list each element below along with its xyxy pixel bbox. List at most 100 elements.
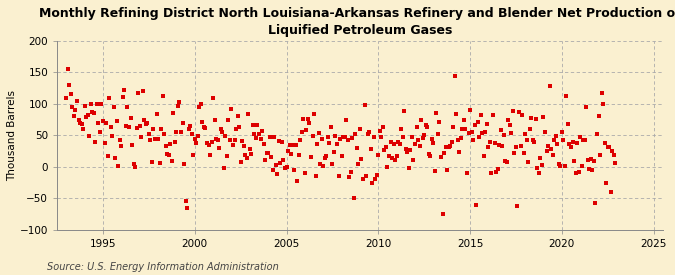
Point (244, 146, 255, 151)
Point (69, 114, 80, 119)
Point (283, 149, 294, 154)
Point (75, 120, 86, 125)
Point (260, 157, 271, 162)
Point (369, 134, 379, 139)
Point (142, 121, 153, 126)
Point (221, 153, 232, 158)
Point (341, 117, 352, 122)
Point (82, 113, 93, 117)
Point (524, 127, 535, 131)
Point (156, 126, 167, 131)
Point (307, 134, 318, 138)
Point (379, 148, 390, 152)
Point (358, 177, 369, 181)
Point (171, 130, 182, 134)
Point (197, 120, 208, 124)
Point (198, 125, 209, 130)
Point (423, 152, 434, 156)
Point (302, 117, 313, 122)
Point (72, 98, 82, 103)
Point (131, 126, 142, 130)
Point (410, 142, 421, 147)
Point (354, 127, 365, 131)
Point (583, 158, 593, 162)
Point (267, 168, 278, 172)
Point (454, 150, 465, 154)
Point (186, 131, 197, 136)
Point (422, 125, 433, 129)
Point (333, 174, 344, 178)
Point (541, 149, 552, 153)
Point (174, 100, 185, 104)
Point (319, 156, 330, 160)
Point (364, 130, 375, 134)
Point (237, 139, 248, 143)
Point (136, 134, 146, 139)
Point (119, 87, 130, 92)
Point (208, 96, 219, 100)
Point (209, 117, 220, 122)
Point (479, 154, 489, 158)
Point (202, 141, 213, 145)
Point (493, 143, 504, 147)
Point (107, 134, 117, 138)
Point (560, 164, 570, 168)
Point (498, 133, 509, 138)
Point (140, 122, 151, 126)
Point (591, 132, 602, 136)
Point (300, 171, 310, 176)
Point (425, 154, 436, 158)
Point (435, 155, 446, 160)
Point (584, 167, 595, 171)
Point (272, 172, 283, 177)
Point (602, 145, 613, 149)
Point (421, 122, 431, 127)
Point (93, 120, 104, 125)
Point (213, 138, 223, 142)
Point (556, 130, 567, 134)
Point (578, 138, 589, 142)
Point (562, 121, 573, 126)
Point (456, 135, 466, 140)
Point (176, 130, 186, 134)
Point (463, 130, 474, 135)
Point (275, 161, 286, 165)
Point (108, 105, 119, 110)
Point (81, 115, 92, 119)
Point (313, 131, 324, 135)
Point (124, 125, 134, 130)
Point (352, 146, 362, 151)
Point (191, 141, 202, 145)
Point (570, 171, 581, 175)
Point (273, 139, 284, 143)
Point (317, 137, 327, 142)
Point (371, 173, 382, 178)
Point (214, 146, 225, 150)
Point (259, 142, 269, 147)
Point (225, 138, 236, 142)
Point (185, 124, 196, 128)
Point (324, 141, 335, 145)
Point (544, 83, 555, 88)
Point (381, 145, 392, 150)
Point (167, 158, 178, 163)
Point (279, 166, 290, 170)
Point (250, 136, 261, 140)
Point (327, 161, 338, 166)
Point (572, 141, 583, 145)
Point (183, 127, 194, 131)
Point (439, 151, 450, 155)
Point (382, 165, 393, 170)
Point (549, 137, 560, 142)
Point (116, 144, 127, 149)
Point (65, 92, 76, 97)
Point (405, 148, 416, 152)
Point (367, 181, 377, 186)
Point (238, 144, 249, 148)
Point (550, 134, 561, 138)
Point (329, 150, 340, 155)
Point (92, 102, 103, 106)
Point (134, 123, 145, 128)
Point (604, 145, 615, 150)
Point (130, 165, 140, 169)
